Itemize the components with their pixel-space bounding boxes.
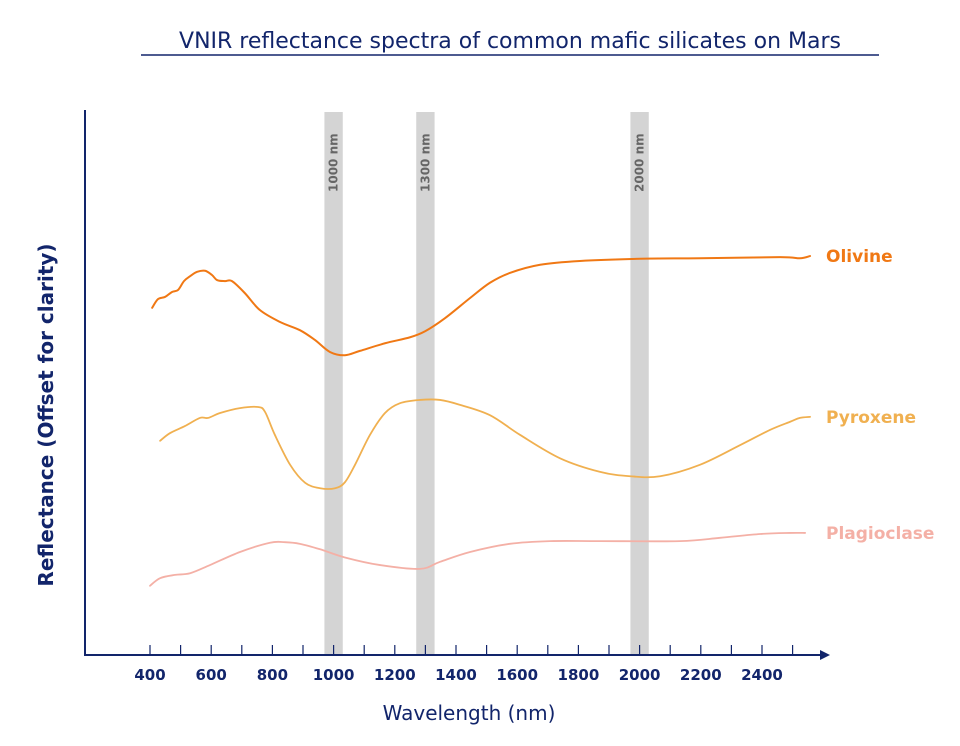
x-tick-label: 1000	[313, 666, 355, 684]
series-line-pyroxene	[159, 398, 811, 490]
band-2000	[630, 112, 649, 655]
band-label-1300: 1300 nm	[418, 133, 432, 192]
absorption-bands	[324, 112, 649, 655]
axes	[84, 110, 830, 660]
series-label-pyroxene: Pyroxene	[826, 408, 916, 428]
band-1300	[416, 112, 435, 655]
x-tick-label: 2400	[741, 666, 783, 684]
y-axis-label: Reflectance (Offset for clarity)	[34, 243, 58, 586]
x-tick-label: 1400	[435, 666, 477, 684]
band-label-2000: 2000 nm	[633, 133, 647, 192]
x-tick-label: 1800	[558, 666, 600, 684]
x-tick-label: 2200	[680, 666, 722, 684]
x-axis-arrow-icon	[820, 650, 830, 660]
x-tick-label: 2000	[619, 666, 661, 684]
x-tick-label: 1200	[374, 666, 416, 684]
x-tick-label: 800	[257, 666, 288, 684]
x-tick-label: 1600	[496, 666, 538, 684]
x-ticks	[149, 645, 794, 655]
band-1000	[324, 112, 343, 655]
x-tick-labels: 400 600 800 1000 1200 1400 1600 1800 200…	[134, 666, 783, 684]
series-lines	[149, 255, 812, 587]
series-label-olivine: Olivine	[826, 247, 893, 267]
chart-title: VNIR reflectance spectra of common mafic…	[179, 29, 841, 54]
x-tick-label: 600	[196, 666, 227, 684]
x-axis-label: Wavelength (nm)	[383, 701, 556, 725]
series-line-olivine	[151, 255, 812, 357]
series-line-plagioclase	[149, 531, 807, 587]
band-label-1000: 1000 nm	[327, 133, 341, 192]
series-label-plagioclase: Plagioclase	[826, 524, 934, 544]
x-tick-label: 400	[134, 666, 165, 684]
